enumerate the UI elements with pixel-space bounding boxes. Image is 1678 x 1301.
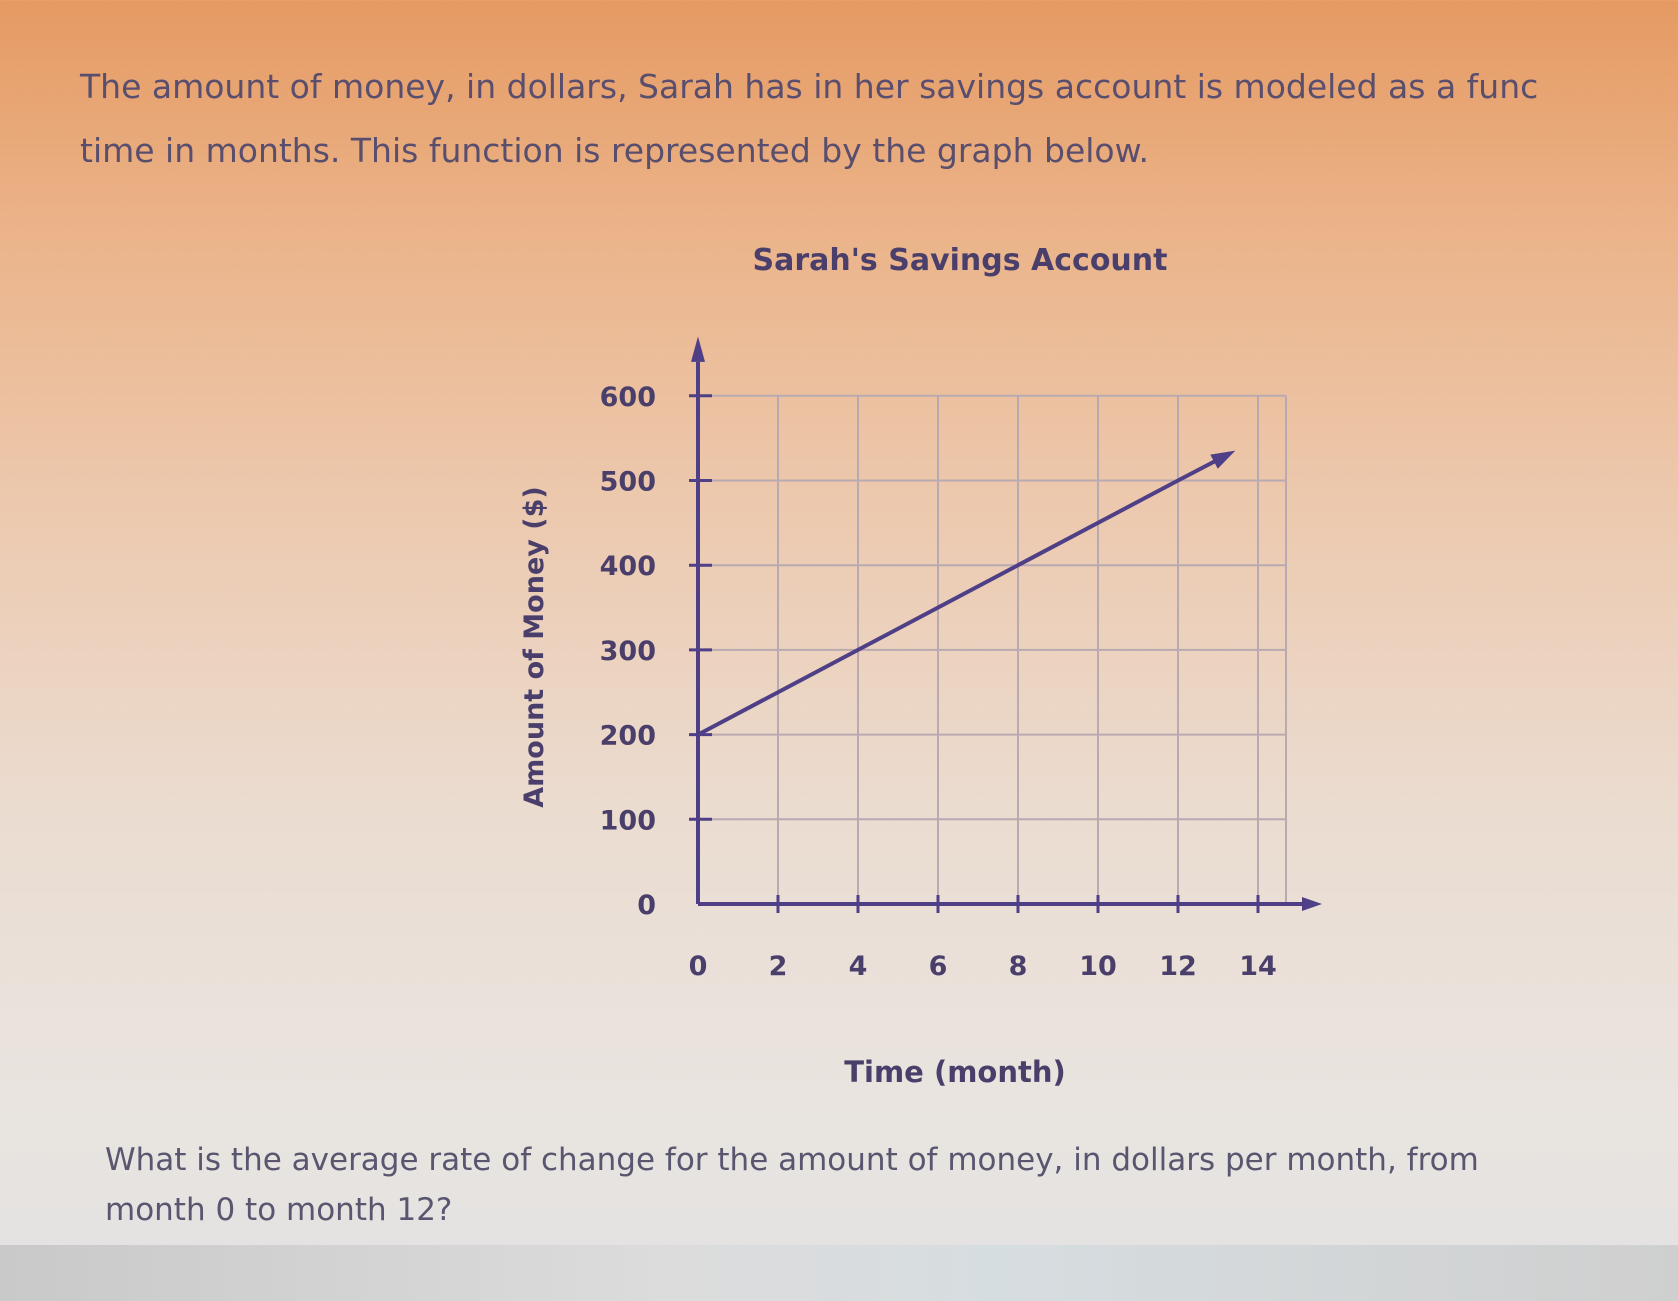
question-line-2: month 0 to month 12?: [105, 1192, 453, 1228]
y-tick-label: 400: [600, 551, 656, 582]
series: [697, 450, 1236, 737]
y-axis-arrow-icon: [691, 336, 705, 362]
bottom-bar: [0, 1245, 1678, 1301]
x-tick-label: 8: [1009, 951, 1028, 982]
y-tick-label: 500: [600, 467, 656, 498]
y-axis-label: Amount of Money ($): [519, 486, 550, 807]
question-line-1: What is the average rate of change for t…: [105, 1142, 1479, 1178]
x-axis-arrow-icon: [1302, 897, 1322, 911]
x-tick-label: 14: [1239, 951, 1277, 982]
x-axis-label: Time (month): [844, 1055, 1066, 1089]
x-tick-label: 10: [1079, 951, 1117, 982]
y-tick-label: 100: [600, 805, 656, 836]
x-tick-label: 0: [689, 951, 708, 982]
y-tick-label: 200: [600, 721, 656, 752]
y-tick-label: 300: [600, 636, 656, 667]
x-tick-label: 2: [769, 951, 788, 982]
x-tick-label: 4: [849, 951, 868, 982]
x-tick-label: 6: [929, 951, 948, 982]
axes: [691, 336, 1322, 911]
x-tick-label: 12: [1159, 951, 1197, 982]
intro-text: The amount of money, in dollars, Sarah h…: [80, 55, 1678, 183]
chart-title: Sarah's Savings Account: [752, 243, 1167, 278]
intro-line-1: The amount of money, in dollars, Sarah h…: [80, 67, 1539, 106]
ticks: 0 2 4 6 8 10 12 14 0 100 200 300 400 500 600: [600, 382, 1277, 982]
intro-line-2: time in months. This function is represe…: [80, 131, 1150, 170]
question-text: What is the average rate of change for t…: [105, 1135, 1665, 1235]
y-tick-label: 600: [600, 382, 656, 413]
y-tick-label: 0: [637, 890, 656, 921]
line-arrow-icon: [1210, 450, 1236, 469]
